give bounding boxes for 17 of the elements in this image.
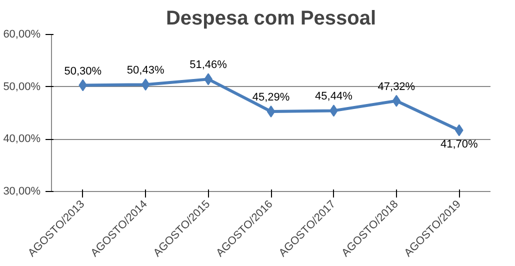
chart-title: Despesa com Pessoal xyxy=(166,8,376,30)
point xyxy=(454,124,464,136)
point xyxy=(78,79,88,92)
point xyxy=(141,78,150,91)
y-tick-label: 60,00% xyxy=(3,28,41,40)
data-label: 47,32% xyxy=(378,80,416,93)
data-label: 45,44% xyxy=(315,90,353,103)
data-label: 51,46% xyxy=(190,59,228,72)
point xyxy=(392,94,401,107)
data-label: 50,30% xyxy=(64,65,102,78)
y-tick-label: 30,00% xyxy=(3,186,41,198)
data-label: 45,29% xyxy=(252,91,290,104)
data-label: 41,70% xyxy=(440,138,478,150)
data-label: 50,43% xyxy=(126,64,164,77)
y-tick-label: 50,00% xyxy=(3,80,41,93)
y-tick-label: 40,00% xyxy=(3,133,41,146)
point xyxy=(266,105,276,118)
